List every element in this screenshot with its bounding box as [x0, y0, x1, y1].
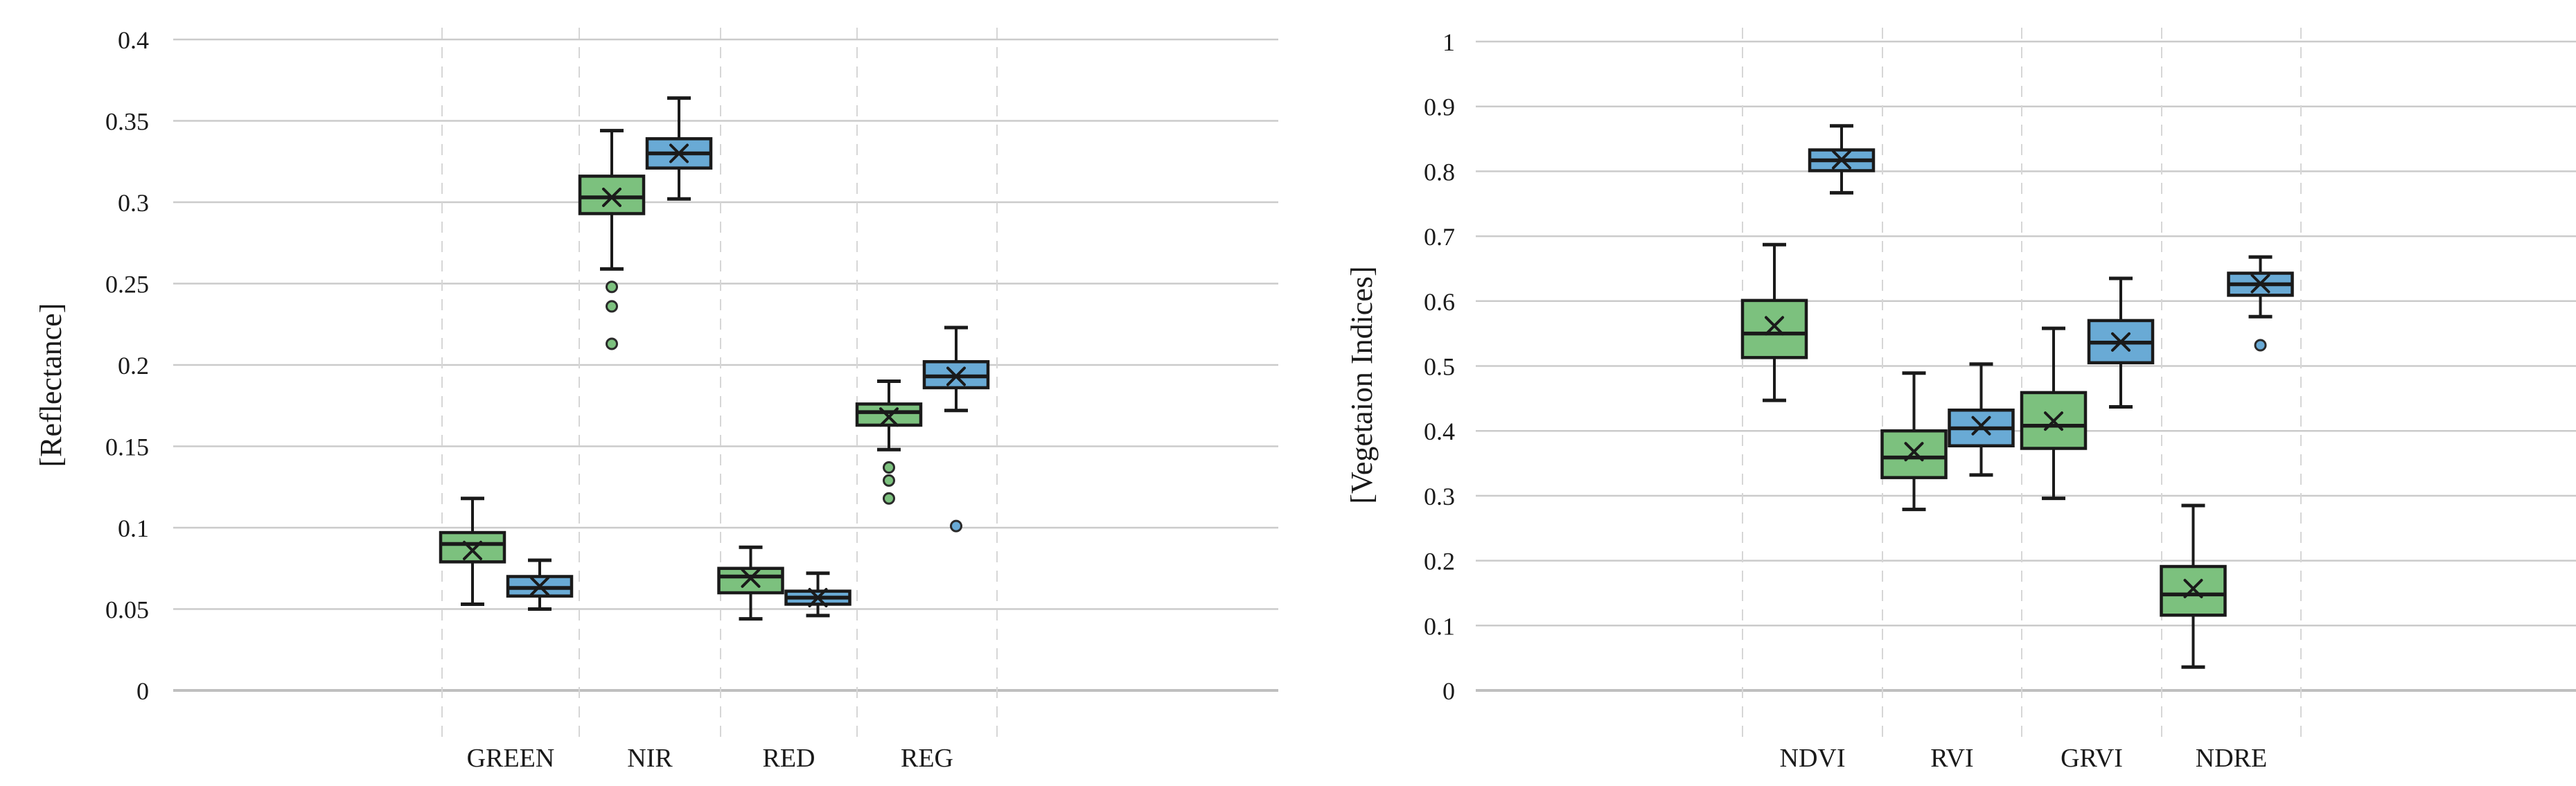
y-tick-label: 0.8: [1424, 158, 1455, 186]
y-tick-label: 1: [1443, 28, 1455, 56]
y-tick-labels: 0 0.1 0.2 0.3 0.4 0.5 0.6 0.7 0.8 0.9 1: [1424, 28, 1455, 705]
box-ndre-green: [2160, 503, 2227, 669]
series-blue: [1808, 124, 2294, 477]
series-green: [439, 129, 923, 621]
x-category-label-ndvi: NDVI: [1780, 744, 1846, 773]
y-axis-title: [Vegetaion Indices]: [1345, 266, 1379, 503]
y-tick-label: 0.6: [1424, 288, 1455, 316]
y-tick-label: 0.1: [118, 515, 149, 542]
iqr-box: [2160, 564, 2227, 617]
x-category-label-rvi: RVI: [1930, 744, 1973, 773]
box-ndre-blue: [2227, 255, 2294, 352]
y-tick-label: 0: [1443, 677, 1455, 705]
box-rvi-blue: [1948, 362, 2015, 477]
mean-x-marker: [1904, 442, 1924, 462]
y-tick-label: 0.2: [1424, 548, 1455, 575]
mean-x-marker: [2250, 274, 2270, 294]
boxplot-chart-vegetation-indices: 0 0.1 0.2 0.3 0.4 0.5 0.6 0.7 0.8 0.9 1 NDVI RVI GRVI…: [1288, 0, 2576, 786]
outlier-point: [883, 474, 895, 487]
iqr-box: [1740, 298, 1808, 359]
y-tick-label: 0.3: [118, 189, 149, 217]
category-separators: [441, 28, 998, 743]
y-tick-label: 0.7: [1424, 223, 1455, 251]
boxplot-chart-reflectance: 0 0.05 0.1 0.15 0.2 0.25 0.3 0.35 0.4 GREEN NIR RED…: [0, 0, 1288, 786]
y-tick-label: 0.35: [105, 108, 149, 136]
y-tick-label: 0.3: [1424, 483, 1455, 510]
iqr-box: [578, 175, 646, 215]
box-ndvi-green: [1740, 242, 1808, 402]
box-nir-green: [578, 129, 646, 350]
y-gridlines: [1476, 40, 2576, 692]
y-tick-label: 0.5: [1424, 353, 1455, 381]
x-category-label-reg: REG: [901, 744, 953, 773]
category-separators: [1742, 28, 2302, 743]
mean-x-marker: [1832, 150, 1851, 170]
mean-x-marker: [2183, 578, 2203, 598]
box-reg-blue: [922, 325, 990, 533]
mean-x-marker: [463, 540, 482, 560]
y-tick-label: 0.4: [1424, 418, 1455, 445]
y-tick-label: 0.4: [118, 26, 149, 54]
y-tick-label: 0.15: [105, 434, 149, 461]
box-green-blue: [506, 558, 574, 611]
mean-x-marker: [879, 407, 899, 427]
y-gridlines: [173, 38, 1278, 692]
y-tick-label: 0.25: [105, 271, 149, 298]
box-rvi-green: [1880, 371, 1948, 512]
series-blue: [506, 96, 990, 618]
iqr-box: [439, 530, 506, 564]
y-tick-label: 0.2: [118, 352, 149, 379]
x-category-label-grvi: GRVI: [2061, 744, 2123, 773]
outlier-point: [883, 461, 895, 474]
x-category-label-nir: NIR: [627, 744, 673, 773]
mean-x-marker: [602, 187, 621, 207]
mean-x-marker: [741, 568, 761, 588]
y-tick-label: 0.9: [1424, 93, 1455, 121]
mean-x-marker: [2044, 411, 2063, 431]
mean-x-marker: [808, 588, 828, 608]
outlier-point: [2254, 339, 2267, 352]
mean-x-marker: [669, 143, 689, 163]
y-tick-labels: 0 0.05 0.1 0.15 0.2 0.25 0.3 0.35 0.4: [105, 26, 149, 705]
y-tick-label: 0.05: [105, 596, 149, 624]
mean-x-marker: [1971, 416, 1991, 436]
series-green: [1740, 242, 2227, 669]
box-reg-green: [855, 379, 923, 505]
x-category-labels: GREEN NIR RED REG: [467, 744, 953, 773]
box-nir-blue: [645, 96, 713, 201]
chart-background: [0, 0, 1288, 786]
x-category-label-ndre: NDRE: [2196, 744, 2267, 773]
box-green-green: [439, 497, 506, 606]
outlier-point: [950, 519, 962, 533]
box-ndvi-blue: [1808, 124, 1876, 195]
x-category-label-red: RED: [763, 744, 815, 773]
y-tick-label: 0.1: [1424, 612, 1455, 640]
x-category-labels: NDVI RVI GRVI NDRE: [1780, 744, 2268, 773]
mean-x-marker: [530, 576, 549, 596]
y-axis-title: [Reflectance]: [34, 303, 68, 467]
outlier-point: [606, 337, 618, 350]
box-red-blue: [784, 571, 852, 618]
outlier-point: [606, 280, 618, 294]
box-grvi-blue: [2087, 276, 2155, 409]
mean-x-marker: [1765, 316, 1784, 336]
y-tick-label: 0: [136, 677, 149, 705]
box-grvi-green: [2020, 326, 2088, 501]
iqr-box: [855, 402, 923, 427]
outlier-point: [883, 492, 895, 505]
x-category-label-green: GREEN: [467, 744, 555, 773]
outlier-point: [606, 300, 618, 313]
box-red-green: [717, 545, 784, 621]
iqr-box: [1880, 429, 1948, 479]
mean-x-marker: [946, 366, 966, 386]
mean-x-marker: [2111, 332, 2131, 352]
iqr-box: [717, 566, 784, 595]
chart-background: [1288, 0, 2576, 786]
